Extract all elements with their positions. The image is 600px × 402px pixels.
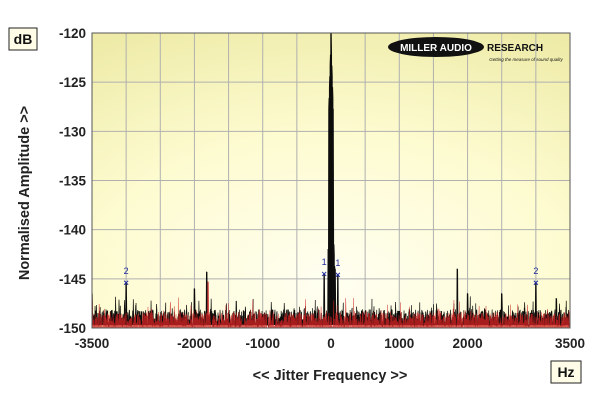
logo-tagline: Getting the measure of sound quality [489,57,563,62]
peak-marker-label: 1 [322,257,327,267]
x-axis-title: << Jitter Frequency >> [253,368,408,384]
peak-marker [533,280,539,286]
logo-text-left: MILLER AUDIO [400,43,472,54]
peak-markers: 2 1 1 2 [123,257,539,286]
y-unit-label: dB [14,31,33,47]
x-tick-label: 1000 [384,336,414,351]
x-unit-label: Hz [557,364,574,380]
x-tick-label: 3500 [555,336,585,351]
y-tick-label: -130 [59,124,86,139]
y-tick-label: -150 [59,321,86,336]
y-unit-box: dB [8,27,38,51]
x-unit-box: Hz [550,360,582,384]
x-tick-label: 0 [327,336,335,351]
peak-marker [335,272,341,278]
y-tick-label: -145 [59,272,87,287]
y-axis-title: Normalised Amplitude >> [17,106,33,280]
x-tick-label: -3500 [75,336,110,351]
x-tick-label: -1000 [245,336,280,351]
x-tick-labels: -3500 -2000 -1000 0 1000 2000 3500 [75,336,585,351]
y-tick-label: -125 [59,75,87,90]
miller-audio-research-logo: MILLER AUDIO RESEARCH Getting the measur… [388,37,564,62]
peak-marker-label: 2 [124,266,129,276]
y-tick-label: -135 [59,174,87,189]
trace-secondary [92,281,570,328]
plot-frame [91,32,571,329]
y-tick-labels: -120 -125 -130 -135 -140 -145 -150 [59,26,87,336]
x-tick-label: -2000 [177,336,212,351]
peak-marker-label: 1 [335,258,340,268]
y-tick-label: -140 [59,223,86,238]
peak-marker-label: 2 [533,266,538,276]
y-tick-label: -120 [59,26,86,41]
x-tick-label: 2000 [453,336,483,351]
peak-marker [123,280,129,286]
logo-text-right: RESEARCH [487,43,543,54]
peak-marker [321,271,327,277]
spectrum-traces [92,33,570,328]
